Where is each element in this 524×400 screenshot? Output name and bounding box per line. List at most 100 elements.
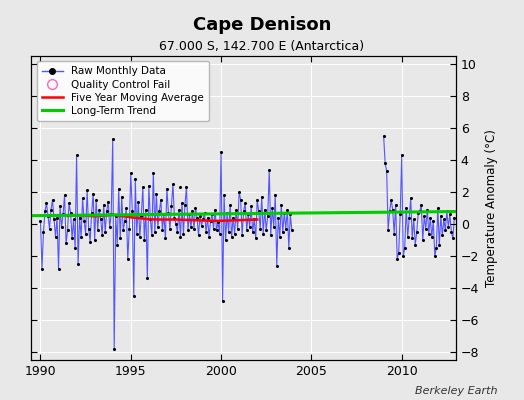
Point xyxy=(179,230,188,237)
Point xyxy=(112,213,120,219)
Point xyxy=(36,218,45,224)
Point xyxy=(190,226,198,232)
Point xyxy=(386,208,394,214)
Point xyxy=(436,213,445,219)
Point xyxy=(56,203,64,210)
Point xyxy=(441,227,450,234)
Point xyxy=(143,275,151,282)
Point xyxy=(45,226,53,232)
Point xyxy=(100,202,108,208)
Point xyxy=(84,226,93,232)
Point xyxy=(98,232,106,238)
Point xyxy=(423,206,431,213)
Point xyxy=(42,200,51,206)
Point xyxy=(104,198,112,205)
Point xyxy=(200,210,209,216)
Point xyxy=(288,227,296,234)
Point xyxy=(154,224,162,230)
Point xyxy=(113,242,122,248)
Point xyxy=(393,256,401,262)
Point xyxy=(272,262,281,269)
Y-axis label: Temperature Anomaly (°C): Temperature Anomaly (°C) xyxy=(485,129,498,287)
Point xyxy=(136,234,144,240)
Point xyxy=(175,206,183,213)
Point xyxy=(134,198,143,205)
Point xyxy=(267,232,275,238)
Point xyxy=(167,203,176,210)
Point xyxy=(196,213,204,219)
Point xyxy=(193,214,201,221)
Point xyxy=(116,235,124,242)
Text: 67.000 S, 142.700 E (Antarctica): 67.000 S, 142.700 E (Antarctica) xyxy=(159,40,365,53)
Point xyxy=(139,184,147,190)
Point xyxy=(238,232,246,238)
Point xyxy=(169,181,177,187)
Point xyxy=(422,226,430,232)
Point xyxy=(128,208,136,214)
Point xyxy=(60,192,69,198)
Point xyxy=(74,261,82,267)
Point xyxy=(157,197,165,203)
Point xyxy=(141,206,150,213)
Point xyxy=(431,253,439,259)
Point xyxy=(390,230,398,237)
Point xyxy=(419,237,427,243)
Point xyxy=(450,214,458,221)
Point xyxy=(95,206,103,213)
Point xyxy=(399,253,407,259)
Point xyxy=(185,211,194,218)
Point xyxy=(236,197,245,203)
Point xyxy=(387,197,396,203)
Point xyxy=(68,235,77,242)
Point xyxy=(222,237,230,243)
Point xyxy=(435,242,443,248)
Point xyxy=(428,234,436,240)
Point xyxy=(57,224,66,230)
Point xyxy=(381,160,389,166)
Point xyxy=(265,166,274,173)
Point xyxy=(245,224,254,230)
Point xyxy=(199,216,207,222)
Point xyxy=(447,229,455,235)
Point xyxy=(206,218,215,224)
Point xyxy=(152,190,160,197)
Point xyxy=(105,224,114,230)
Point xyxy=(119,227,127,234)
Point xyxy=(93,227,102,234)
Point xyxy=(402,205,410,211)
Point xyxy=(229,214,237,221)
Point xyxy=(148,232,156,238)
Point xyxy=(424,230,433,237)
Point xyxy=(151,229,159,235)
Point xyxy=(260,206,269,213)
Point xyxy=(223,210,231,216)
Point xyxy=(89,190,97,197)
Point xyxy=(107,211,115,218)
Point xyxy=(243,227,251,234)
Point xyxy=(398,152,406,158)
Point xyxy=(414,210,422,216)
Point xyxy=(280,210,289,216)
Point xyxy=(262,227,270,234)
Point xyxy=(281,226,290,232)
Point xyxy=(53,214,61,221)
Point xyxy=(83,187,91,194)
Point xyxy=(446,211,454,218)
Point xyxy=(215,230,224,237)
Point xyxy=(395,250,403,256)
Point xyxy=(91,237,99,243)
Point xyxy=(65,200,73,206)
Point xyxy=(407,195,415,202)
Point xyxy=(124,256,132,262)
Point xyxy=(96,216,105,222)
Legend: Raw Monthly Data, Quality Control Fail, Five Year Moving Average, Long-Term Tren: Raw Monthly Data, Quality Control Fail, … xyxy=(37,61,209,121)
Text: Berkeley Earth: Berkeley Earth xyxy=(416,386,498,396)
Point xyxy=(77,234,85,240)
Point xyxy=(235,189,243,195)
Point xyxy=(244,211,253,218)
Point xyxy=(212,227,221,234)
Point xyxy=(214,219,222,226)
Point xyxy=(264,213,272,219)
Point xyxy=(231,230,239,237)
Point xyxy=(211,206,219,213)
